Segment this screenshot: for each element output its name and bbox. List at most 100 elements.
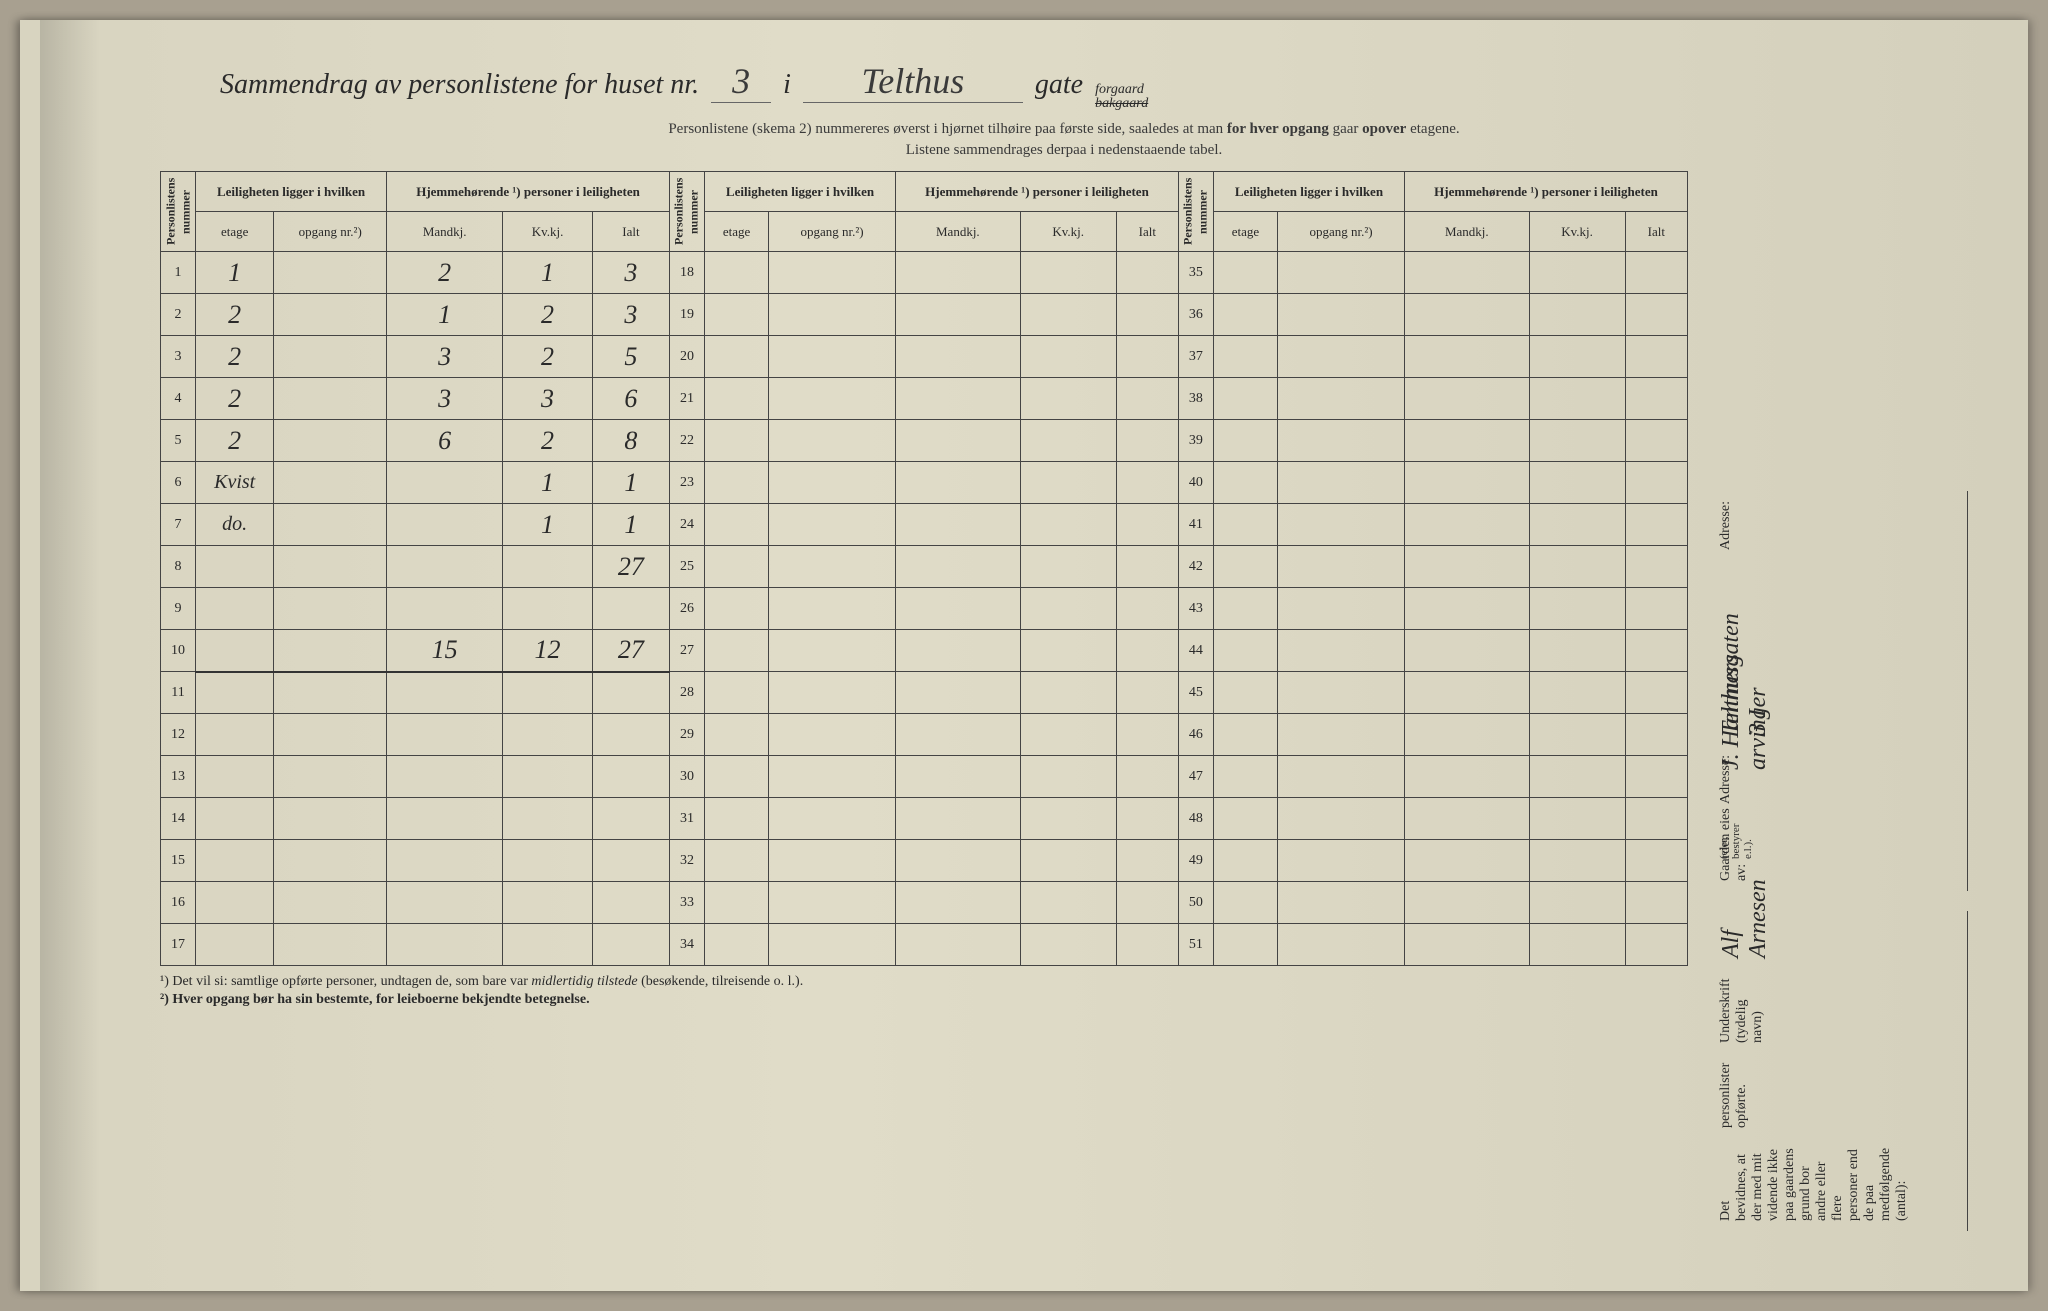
cell	[1405, 924, 1530, 966]
cell: 9	[161, 588, 196, 630]
table-row: 112845	[161, 672, 1688, 714]
cell	[896, 840, 1021, 882]
cell: 15	[161, 840, 196, 882]
cell	[503, 588, 593, 630]
cell: 23	[669, 462, 704, 504]
cell: 27	[592, 630, 669, 672]
cell: 40	[1178, 462, 1213, 504]
cell	[1213, 378, 1277, 420]
cell	[1529, 462, 1625, 504]
cell	[1213, 840, 1277, 882]
cell	[1405, 336, 1530, 378]
cell: 6	[592, 378, 669, 420]
cell	[274, 630, 387, 672]
cell	[1213, 294, 1277, 336]
cell	[1278, 714, 1405, 756]
th-ialt-3: Ialt	[1625, 212, 1687, 252]
cell	[1625, 378, 1687, 420]
cell	[1529, 672, 1625, 714]
cell	[1278, 840, 1405, 882]
cell: 45	[1178, 672, 1213, 714]
cell	[196, 588, 274, 630]
cell	[1116, 420, 1178, 462]
census-table: Personlistens nummer Leiligheten ligger …	[160, 171, 1688, 966]
cell: 13	[161, 756, 196, 798]
cell: 19	[669, 294, 704, 336]
th-hjemmehorende-2: Hjemmehørende ¹) personer i leiligheten	[896, 172, 1179, 212]
cell	[503, 924, 593, 966]
cell	[1116, 252, 1178, 294]
adresse-label: Adresse:	[1718, 501, 1957, 550]
gaard-type: forgaard bakgaard	[1095, 83, 1148, 111]
cell: 16	[161, 882, 196, 924]
cell: 5	[592, 336, 669, 378]
cell	[1020, 630, 1116, 672]
title-suffix: gate	[1035, 69, 1083, 101]
cell	[274, 714, 387, 756]
cell	[896, 378, 1021, 420]
cell	[1020, 546, 1116, 588]
cell	[896, 882, 1021, 924]
cell	[1625, 798, 1687, 840]
cell	[1213, 546, 1277, 588]
cell	[274, 798, 387, 840]
personlister-text: personlister opførte.	[1718, 1063, 1957, 1128]
cell	[196, 714, 274, 756]
cell	[704, 546, 768, 588]
cell: 8	[592, 420, 669, 462]
cell	[896, 252, 1021, 294]
cell	[1116, 882, 1178, 924]
th-etage-1: etage	[196, 212, 274, 252]
cell	[592, 756, 669, 798]
cell	[1405, 714, 1530, 756]
cell	[1020, 924, 1116, 966]
cell: 31	[669, 798, 704, 840]
sidebar: Gaarden eies av: J. Hammers arvinger Adr…	[1708, 171, 1968, 1231]
cell	[1116, 546, 1178, 588]
th-personlistens-3: Personlistens nummer	[1178, 172, 1213, 252]
cell	[769, 336, 896, 378]
cell	[1020, 756, 1116, 798]
cell	[1405, 378, 1530, 420]
cell	[1213, 630, 1277, 672]
cell	[704, 924, 768, 966]
cell	[274, 924, 387, 966]
cell	[1529, 420, 1625, 462]
cell	[1278, 378, 1405, 420]
cell	[769, 378, 896, 420]
cell	[274, 882, 387, 924]
cell: 26	[669, 588, 704, 630]
cell	[387, 672, 503, 714]
adresse2-label: Adresse:	[1718, 755, 1957, 804]
cell: 2	[196, 336, 274, 378]
cell	[1529, 546, 1625, 588]
cell: 27	[669, 630, 704, 672]
cell	[704, 462, 768, 504]
cell	[387, 882, 503, 924]
footnotes: ¹) Det vil si: samtlige opførte personer…	[160, 974, 1688, 1008]
cell	[1625, 504, 1687, 546]
th-etage-2: etage	[704, 212, 768, 252]
cell	[1213, 504, 1277, 546]
cell	[704, 252, 768, 294]
cell	[1278, 252, 1405, 294]
cell: 1	[387, 294, 503, 336]
th-opgang-1: opgang nr.²)	[274, 212, 387, 252]
cell	[274, 462, 387, 504]
cell	[704, 882, 768, 924]
cell: 27	[592, 546, 669, 588]
cell	[1213, 924, 1277, 966]
table-row: 221231936	[161, 294, 1688, 336]
cell	[769, 714, 896, 756]
table-row: 423362138	[161, 378, 1688, 420]
cell	[769, 294, 896, 336]
cell: 2	[503, 336, 593, 378]
cell	[592, 882, 669, 924]
cell	[1625, 336, 1687, 378]
cell	[1278, 924, 1405, 966]
cell	[592, 840, 669, 882]
cell: 48	[1178, 798, 1213, 840]
cell: 1	[161, 252, 196, 294]
cell	[1116, 588, 1178, 630]
cell	[592, 798, 669, 840]
